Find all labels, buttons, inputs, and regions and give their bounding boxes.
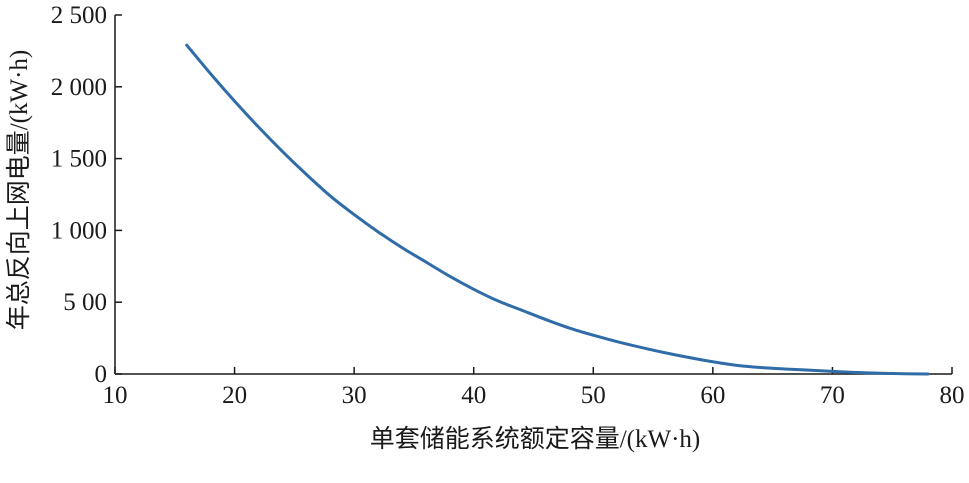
series-line (185, 43, 930, 376)
y-tick-label: 0 (95, 361, 108, 388)
y-tick-label: 1 000 (51, 217, 107, 244)
x-tick-label: 10 (103, 382, 128, 409)
x-tick-label: 70 (820, 382, 845, 409)
x-tick-label: 50 (581, 382, 606, 409)
x-axis-label: 单套储能系统额定容量/(kW·h) (370, 425, 701, 453)
axes (114, 15, 952, 375)
y-tick-label: 2 000 (51, 74, 107, 101)
x-tick-label: 40 (461, 382, 486, 409)
x-tick-label: 20 (222, 382, 247, 409)
y-tick-label: 2 500 (51, 2, 107, 29)
x-tick-label: 30 (342, 382, 367, 409)
series (185, 43, 930, 376)
x-tick-label: 60 (700, 382, 725, 409)
y-axis-label: 年总反向上网电量/(kW·h) (5, 50, 33, 331)
y-tick-label: 1 500 (51, 146, 107, 173)
ticks: 10 20 30 40 50 60 70 80 0 5 00 1 000 1 500 2 000 2 50… (51, 2, 965, 409)
x-tick-label: 80 (940, 382, 965, 409)
y-tick-label: 5 00 (63, 289, 107, 316)
